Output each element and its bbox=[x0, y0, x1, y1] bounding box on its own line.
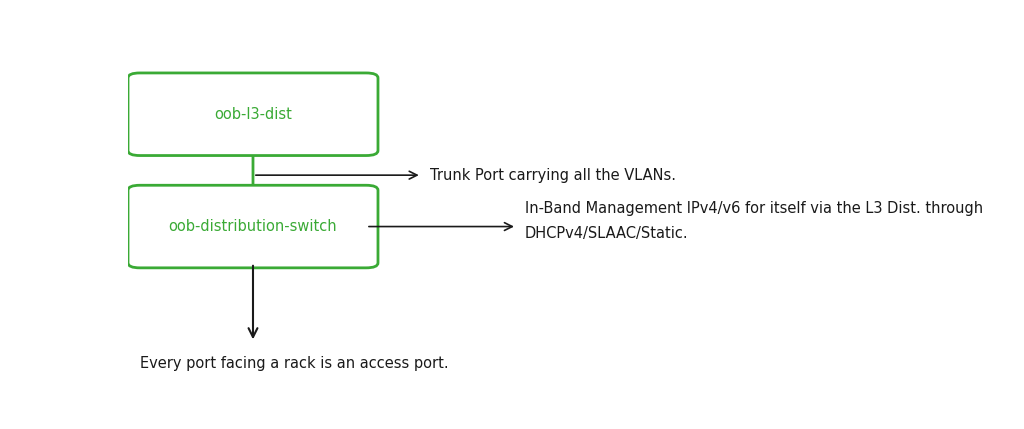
Text: oob-distribution-switch: oob-distribution-switch bbox=[169, 219, 337, 234]
Text: DHCPv4/SLAAC/Static.: DHCPv4/SLAAC/Static. bbox=[524, 226, 688, 241]
Text: In-Band Management IPv4/v6 for itself via the L3 Dist. through: In-Band Management IPv4/v6 for itself vi… bbox=[524, 201, 983, 216]
Text: Trunk Port carrying all the VLANs.: Trunk Port carrying all the VLANs. bbox=[430, 168, 676, 183]
FancyBboxPatch shape bbox=[128, 73, 378, 156]
FancyBboxPatch shape bbox=[128, 185, 378, 268]
Text: Every port facing a rack is an access port.: Every port facing a rack is an access po… bbox=[140, 356, 449, 371]
Text: oob-l3-dist: oob-l3-dist bbox=[214, 107, 292, 122]
